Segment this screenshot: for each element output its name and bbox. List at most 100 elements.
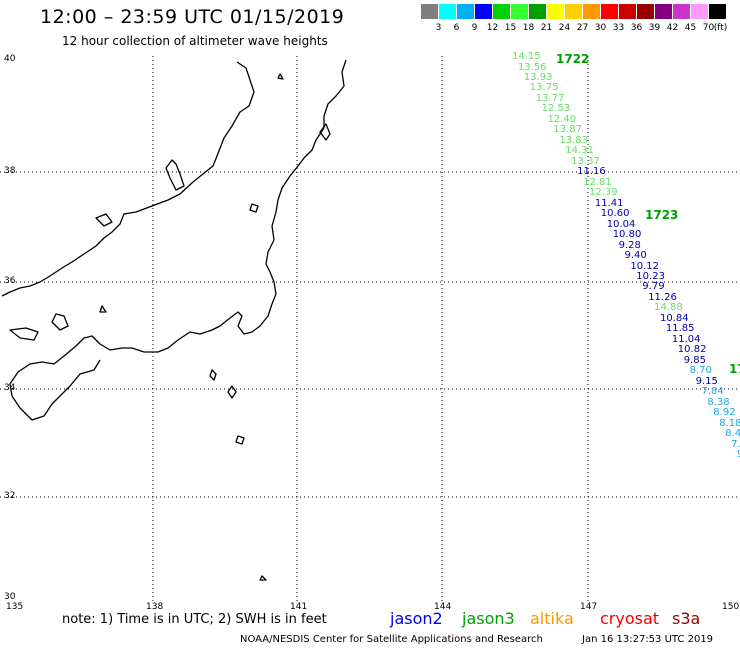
swh-value: 13.75 [529,82,559,94]
color-tick-label: 24 [558,23,571,33]
swh-value: 11.41 [594,197,624,209]
satellite-name: altika [530,609,574,628]
swh-value: 7. [731,438,740,450]
longitude-label: 147 [580,602,598,612]
swh-value: 9.40 [624,250,647,261]
color-tick-label: 27 [576,23,589,33]
color-swatch [493,4,510,19]
swh-value: 10.80 [612,229,642,241]
swh-value: 11.04 [671,333,701,345]
swh-value: 11.26 [648,291,677,303]
color-swatch [709,4,726,19]
latitude-label: 34 [4,383,16,393]
swh-value: 10.23 [636,270,665,282]
map-grid [0,56,740,604]
longitude-label: 150 [722,602,740,612]
satellite-name: jason2 [390,609,443,628]
map-title: 12:00 – 23:59 UTC 01/15/2019 [40,6,345,28]
map-subtitle: 12 hour collection of altimeter wave hei… [62,34,328,48]
latitude-label: 32 [4,491,16,501]
japan-coastline [1,59,347,581]
swh-value: 10.82 [677,344,707,356]
swh-value: 12.81 [583,176,612,188]
color-swatch [547,4,564,19]
color-unit-label: (ft) [713,23,728,33]
color-swatch [619,4,636,19]
swh-value: 8.18 [719,417,740,429]
swh-value: 8.4 [725,428,740,440]
pass-label: 17 [729,362,740,376]
color-swatch [457,4,474,19]
swh-value: 8.92 [713,407,736,419]
swh-value: 11.16 [577,166,606,178]
color-tick-label: 42 [666,23,679,33]
color-tick-label: 45 [684,23,697,33]
latitude-label: 36 [4,276,16,286]
color-swatch [475,4,492,19]
color-swatch [511,4,528,19]
swh-value: 13.83 [559,134,589,146]
color-tick-label: 18 [522,23,535,33]
swh-value: 10.12 [630,260,660,272]
color-tick-label: 15 [504,23,517,33]
latitude-label: 38 [4,166,16,176]
longitude-label: 141 [290,602,308,612]
color-swatch [673,4,690,19]
color-swatch [565,4,582,19]
swh-value: 13.37 [571,155,600,167]
swh-value: 9.28 [618,239,641,251]
swh-value: 9.79 [642,281,665,293]
longitude-label: 138 [146,602,164,612]
swh-value: 13.56 [517,61,547,73]
color-swatch [421,4,438,19]
latitude-label: 30 [4,592,16,602]
latitude-label: 40 [4,54,16,64]
swh-value: 14.15 [512,51,541,62]
pass-label: 1723 [645,208,679,222]
color-tick-label: 9 [471,23,478,33]
color-tick-label: 6 [453,23,460,33]
swh-value: 13.77 [535,92,565,104]
color-tick-label: 39 [648,23,661,33]
swh-value: 10.60 [600,208,630,220]
swh-value: 9. [737,450,740,460]
color-tick-label: 21 [540,23,553,33]
color-swatch [655,4,672,19]
swh-value: 14.88 [654,302,683,314]
swh-value: 9.85 [683,354,706,366]
pass-label: 1722 [556,52,590,66]
color-tick-label: 36 [630,23,643,33]
footer-note: note: 1) Time is in UTC; 2) SWH is in fe… [62,612,327,627]
swh-value: 11.85 [665,323,695,335]
color-swatch [691,4,708,19]
swh-value: 9.15 [695,375,718,387]
color-tick-label: 33 [612,23,625,33]
swh-value: 13.93 [523,71,553,83]
color-tick-label: 12 [486,23,499,33]
color-swatch [529,4,546,19]
color-tick-label: 30 [594,23,607,33]
color-swatch [637,4,654,19]
swh-value: 12.53 [541,103,571,115]
color-swatch [439,4,456,19]
satellite-name: jason3 [462,609,515,628]
satellite-name: cryosat [600,609,660,628]
color-swatch [601,4,618,19]
swh-value: 8.38 [707,396,730,408]
swh-value: 7.84 [701,386,724,398]
longitude-label: 135 [6,602,24,612]
swh-value: 8.70 [689,365,712,377]
swh-value: 12.39 [589,187,618,199]
color-swatch [583,4,600,19]
swh-value: 13.87 [553,124,583,136]
longitude-label: 144 [434,602,452,612]
credit-line: NOAA/NESDIS Center for Satellite Applica… [240,634,543,645]
generation-timestamp: Jan 16 13:27:53 UTC 2019 [582,634,714,645]
swh-value: 14.31 [565,145,594,157]
swh-value: 12.40 [547,113,577,125]
color-tick-label: 70 [702,23,715,33]
satellite-name: s3a [672,609,701,628]
swh-value: 10.84 [660,312,689,324]
swh-value: 10.04 [606,218,636,230]
